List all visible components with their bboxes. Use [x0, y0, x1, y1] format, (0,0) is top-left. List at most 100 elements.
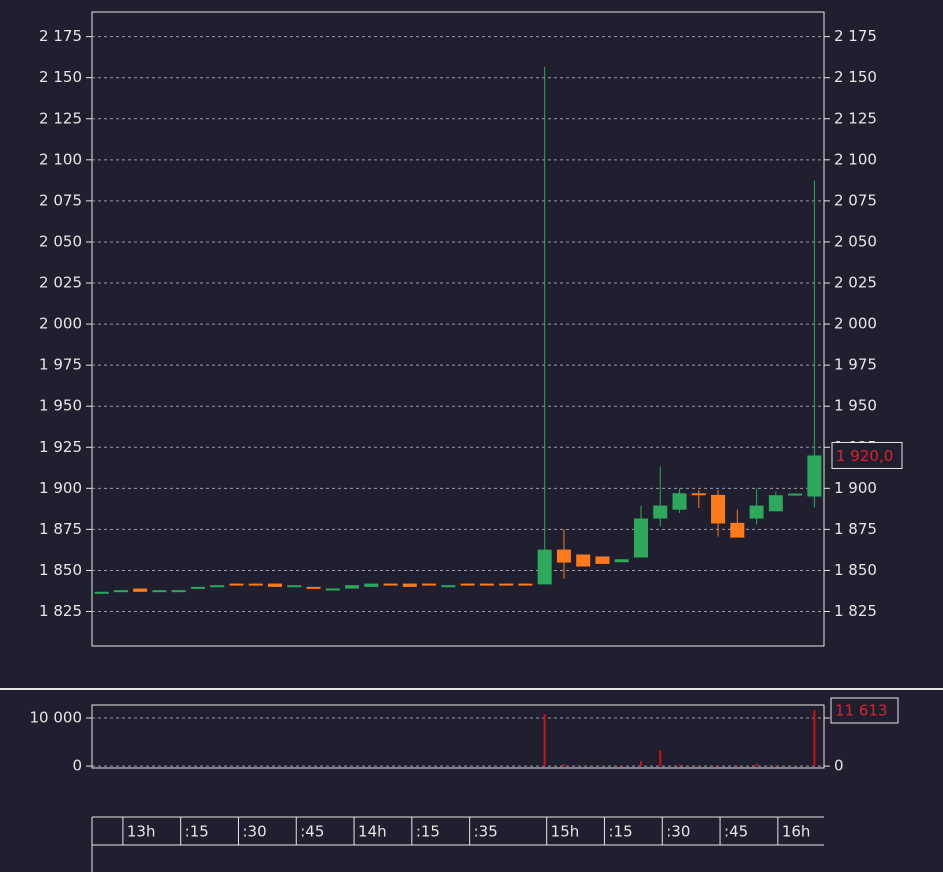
x-tick-label: :15	[416, 823, 440, 841]
candle-body	[691, 493, 706, 496]
volume-bar	[697, 765, 700, 767]
candle-body	[364, 583, 379, 587]
candle-body	[576, 554, 591, 567]
y-tick-label: 1 975	[39, 356, 82, 374]
y-tick-label: 1 900	[39, 479, 82, 497]
candle-body	[711, 494, 726, 524]
candle-body	[171, 590, 186, 593]
y2-tick-label: 2 100	[834, 150, 877, 168]
y2-tick-label: 2 075	[834, 191, 877, 209]
y-tick-label: 2 175	[39, 27, 82, 45]
candle-body	[190, 586, 205, 589]
x-tick-label: 14h	[358, 823, 387, 841]
candle-body	[94, 591, 109, 594]
candle-body	[306, 586, 321, 589]
y-tick-label: 1 825	[39, 602, 82, 620]
y-tick-label: 0	[72, 757, 82, 775]
candle-body	[749, 505, 764, 519]
last-volume-box	[830, 697, 899, 724]
x-tick-label: :45	[724, 823, 748, 841]
candle-body	[229, 583, 244, 586]
x-tick-label: :30	[666, 823, 690, 841]
y-tick-label: 1 850	[39, 561, 82, 579]
y-tick-label: 2 075	[39, 191, 82, 209]
volume-bar	[736, 765, 739, 767]
y2-tick-label: 2 175	[834, 27, 877, 45]
y2-tick-label: 1 975	[834, 356, 877, 374]
candle-body	[422, 583, 437, 586]
volume-bar	[562, 764, 565, 767]
y-tick-label: 2 050	[39, 232, 82, 250]
candle-body	[614, 559, 629, 563]
y2-tick-label: 2 000	[834, 315, 877, 333]
last-volume-label: 11 613	[835, 702, 888, 720]
candle-body	[210, 585, 225, 588]
volume-bar	[774, 765, 777, 767]
candle-body	[383, 583, 398, 586]
candle-body	[152, 590, 167, 593]
y2-tick-label: 2 025	[834, 274, 877, 292]
x-tick-label: :15	[185, 823, 209, 841]
y-tick-label: 1 950	[39, 397, 82, 415]
volume-bar	[640, 761, 642, 767]
y2-tick-label: 2 150	[834, 68, 877, 86]
volume-bar	[543, 713, 546, 767]
candle-body	[113, 590, 128, 593]
y2-tick-label: 1 850	[834, 561, 877, 579]
volume-bar	[717, 765, 720, 767]
candle-body	[133, 588, 148, 592]
candle-body	[287, 585, 302, 588]
candle-body	[672, 493, 687, 510]
y2-tick-label: 0	[834, 757, 844, 775]
candle-body	[441, 585, 456, 588]
y-tick-label: 2 000	[39, 315, 82, 333]
y2-tick-label: 1 825	[834, 602, 877, 620]
x-tick-label: 15h	[551, 823, 580, 841]
y-tick-label: 1 875	[39, 520, 82, 538]
candle-body	[807, 455, 822, 497]
candle-body	[499, 583, 514, 586]
volume-bar	[755, 763, 758, 767]
candle-body	[268, 583, 282, 587]
price-plot-frame	[91, 11, 825, 647]
candle-body	[595, 556, 610, 564]
x-tick-label: :30	[242, 823, 266, 841]
volume-plot-frame	[91, 704, 825, 769]
candle-body	[537, 549, 552, 585]
last-price-box	[831, 441, 903, 469]
candle-body	[788, 493, 803, 496]
candle-body	[730, 522, 745, 538]
candle-body	[479, 583, 494, 586]
y2-tick-label: 2 125	[834, 109, 877, 127]
y-tick-label: 1 925	[39, 438, 82, 456]
candle-body	[653, 505, 668, 519]
last-price-label: 1 920,0	[836, 447, 893, 465]
y2-tick-label: 1 875	[834, 520, 877, 538]
x-tick-label: :35	[474, 823, 498, 841]
y-tick-label: 2 025	[39, 274, 82, 292]
y-tick-label: 2 100	[39, 150, 82, 168]
candle-body	[325, 588, 340, 591]
y-tick-label: 10 000	[30, 708, 83, 726]
volume-bar	[659, 750, 662, 767]
candle-body	[518, 583, 533, 586]
candle-body	[345, 585, 360, 589]
candle-body	[634, 518, 648, 558]
volume-bar	[813, 710, 816, 767]
y2-tick-label: 2 050	[834, 232, 877, 250]
candle-body	[402, 583, 417, 587]
x-tick-label: :45	[300, 823, 324, 841]
volume-bar	[678, 764, 681, 767]
candle-body	[556, 549, 571, 563]
y2-tick-label: 1 900	[834, 479, 877, 497]
y-tick-label: 2 150	[39, 68, 82, 86]
x-tick-label: 13h	[127, 823, 156, 841]
volume-bar	[620, 765, 623, 767]
y2-tick-label: 1 950	[834, 397, 877, 415]
candle-body	[460, 583, 475, 586]
candle-body	[248, 583, 263, 586]
y-tick-label: 2 125	[39, 109, 82, 127]
x-tick-label: :15	[608, 823, 632, 841]
x-tick-label: 16h	[782, 823, 811, 841]
